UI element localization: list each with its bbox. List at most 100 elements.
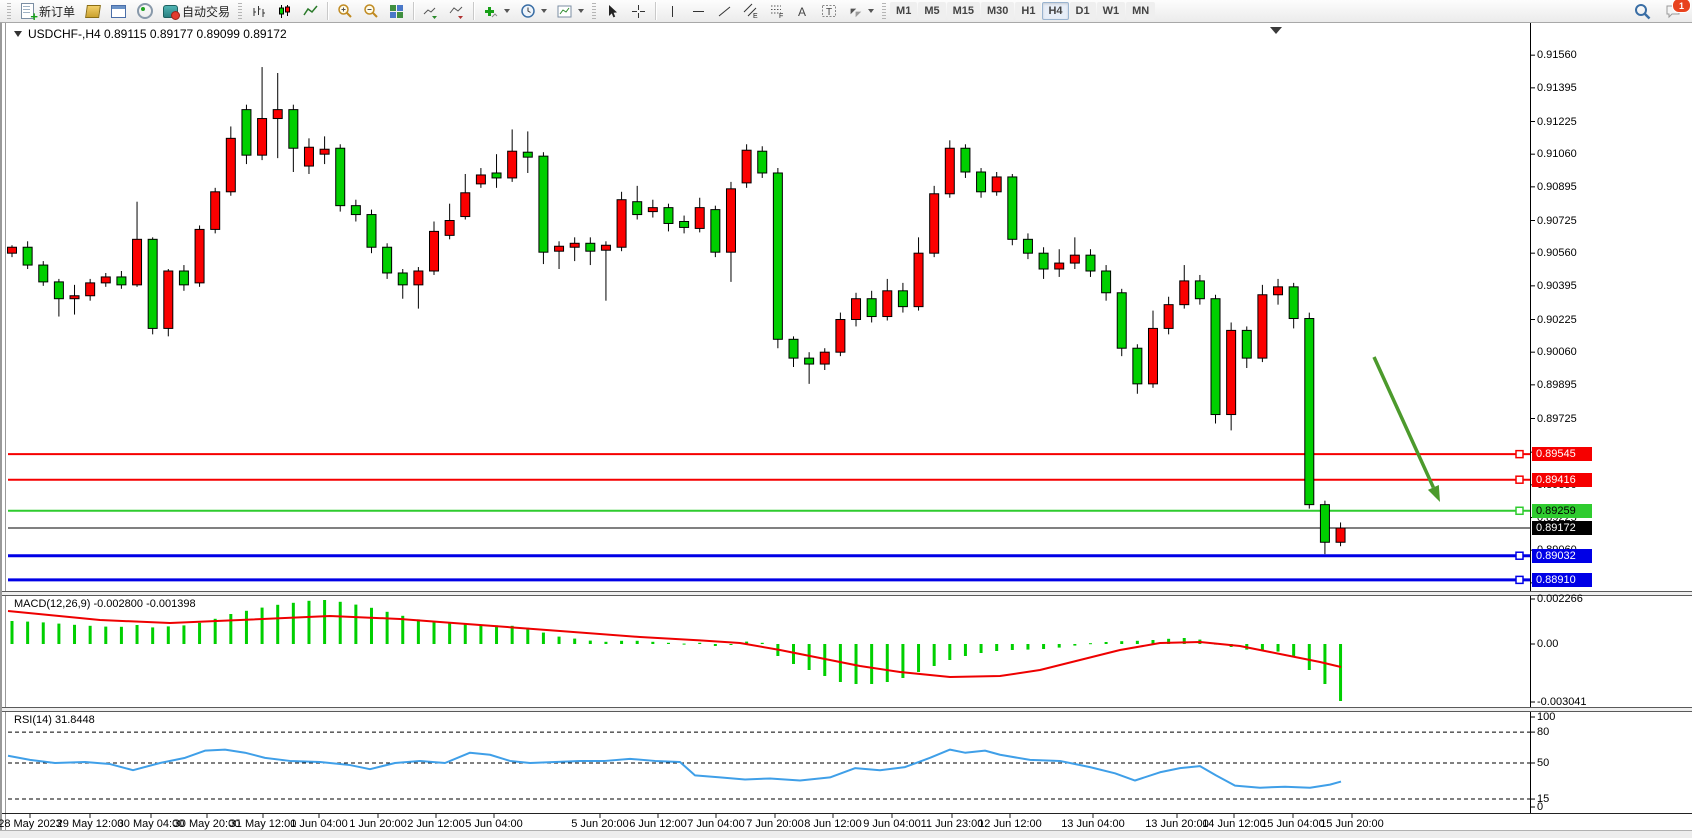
bull-candle [7,246,17,254]
bear-candle [788,338,799,359]
line-handle[interactable] [1515,551,1524,560]
navigator-button[interactable] [132,1,157,21]
periods-button[interactable] [515,1,551,21]
timeframe-m30-button[interactable]: M30 [981,2,1015,20]
rsi-label: RSI(14) 31.8448 [14,714,95,726]
tile-windows-button[interactable] [384,1,409,21]
horizontal-line-button[interactable] [686,1,711,21]
line-handle[interactable] [1515,449,1524,459]
macd-histogram-bar [666,642,670,644]
bear-candle [53,281,64,300]
macd-histogram-bar [1010,644,1014,650]
bull-candle [194,228,205,284]
line-handle[interactable] [1515,506,1524,516]
text-label-button[interactable]: T [816,1,841,21]
channel-button[interactable]: E [738,1,763,21]
timeframe-h1-button[interactable]: H1 [1015,2,1042,20]
macd-histogram-bar [979,644,983,653]
macd-histogram-bar [88,625,92,644]
trendline-button[interactable] [712,1,737,21]
bear-candle [1194,280,1205,300]
bull-candle [100,276,111,284]
rsi-line [7,748,1342,789]
toolbar-grip[interactable] [7,3,11,19]
line-chart-button[interactable] [298,1,323,21]
bear-candle [350,205,361,216]
zoom-out-button[interactable] [358,1,383,21]
zoom-in-button[interactable] [332,1,357,21]
line-handle[interactable] [1515,475,1524,484]
macd-histogram-bar [557,636,561,644]
bull-candle [819,351,830,365]
timeframe-m1-button[interactable]: M1 [890,2,918,20]
cursor-icon [604,3,621,20]
macd-histogram-bar [1167,638,1171,644]
bear-candle [1288,286,1299,320]
toolbar-grip[interactable] [592,3,597,19]
timeframe-d1-button[interactable]: D1 [1069,2,1096,20]
window-left-border [0,23,8,831]
bear-candle [522,151,533,158]
macd-histogram-bar [1057,644,1061,648]
candlestick-chart-button[interactable] [272,1,297,21]
fibonacci-icon: F [768,3,785,20]
chat-button[interactable]: 1 [1661,0,1691,21]
macd-histogram-bar [1276,644,1280,652]
macd-histogram-bar [73,624,77,644]
timeframe-h4-button[interactable]: H4 [1042,2,1069,20]
indicators-button[interactable] [478,1,514,21]
macd-histogram-bar [135,625,139,644]
arrows-button[interactable] [842,1,878,21]
bear-candle [1304,318,1315,506]
macd-histogram-bar [635,640,639,644]
fibonacci-button[interactable]: F [764,1,789,21]
trend-arrow-annotation[interactable] [1372,356,1435,489]
auto-scroll-button[interactable] [418,1,443,21]
timeframe-m5-button[interactable]: M5 [918,2,946,20]
bear-candle [22,246,33,266]
macd-histogram-bar [244,610,248,644]
bar-chart-button[interactable] [246,1,271,21]
bull-candle [694,207,705,229]
timeframe-mn-button[interactable]: MN [1126,2,1156,20]
chart-shift-button[interactable] [444,1,469,21]
templates-button[interactable] [552,1,588,21]
macd-histogram-bar [432,621,436,644]
chart-shift-marker[interactable] [1270,27,1282,34]
search-button[interactable] [1630,1,1655,21]
chart-title-bar[interactable]: USDCHF-,H4 0.89115 0.89177 0.89099 0.891… [14,27,287,41]
pane-splitter[interactable] [2,591,1692,596]
chevron-down-icon [504,9,511,13]
bear-candle [632,201,643,216]
line-handle[interactable] [1515,575,1524,585]
bear-candle [1085,254,1096,272]
bear-candle [382,246,393,274]
pane-splitter[interactable] [2,707,1692,712]
bull-candle [851,298,862,321]
macd-histogram-bar [948,644,952,660]
macd-histogram-bar [119,626,123,644]
macd-histogram-bar [760,642,764,644]
cursor-button[interactable] [600,1,625,21]
bull-candle [210,191,221,230]
vertical-line-button[interactable] [660,1,685,21]
toolbar-grip[interactable] [882,3,887,19]
macd-label: MACD(12,26,9) -0.002800 -0.001398 [14,598,196,610]
crosshair-button[interactable] [626,1,651,21]
zoom-out-icon [362,3,379,20]
horizontal-line-icon [690,3,707,20]
macd-histogram-bar [823,644,827,676]
bull-candle [303,146,314,167]
new-order-button[interactable]: + 新订单 [15,1,79,23]
bear-candle [116,276,127,286]
autotrading-button[interactable]: 自动交易 [158,1,234,21]
new-window-button[interactable] [106,1,131,21]
bear-candle [866,298,877,318]
text-button[interactable]: A [790,1,815,21]
timeframe-m15-button[interactable]: M15 [946,2,980,20]
svg-text:E: E [753,13,758,19]
macd-histogram-bar [917,644,921,672]
timeframe-w1-button[interactable]: W1 [1096,2,1126,20]
toolbar-grip[interactable] [238,3,243,19]
